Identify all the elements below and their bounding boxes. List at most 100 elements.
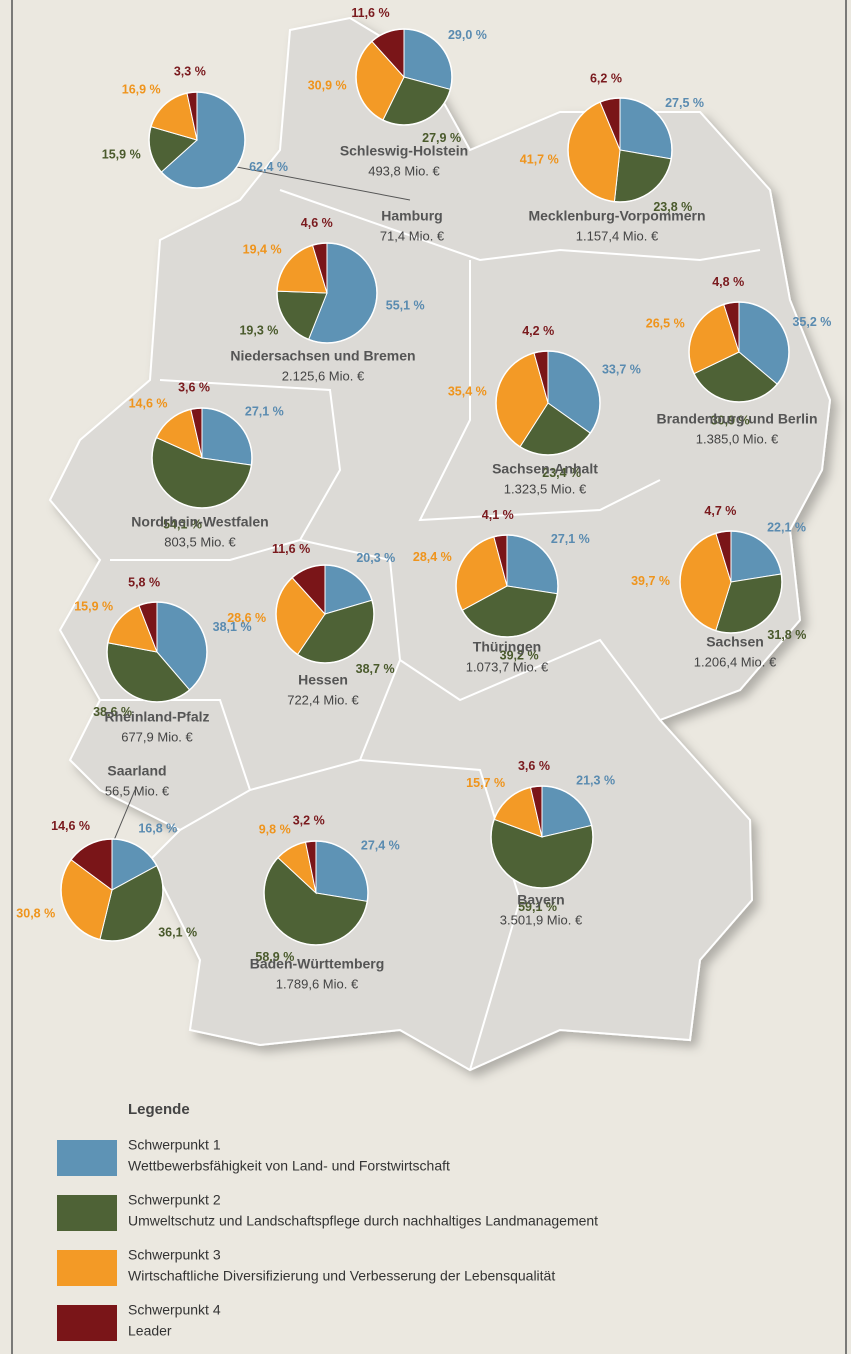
pie-outline (495, 350, 601, 456)
value-label: 14,6 % (51, 819, 90, 833)
legend-name: Schwerpunkt 2 (128, 1192, 221, 1208)
legend-name: Schwerpunkt 1 (128, 1137, 221, 1153)
pie-outline (688, 301, 790, 403)
region-pie: 22,1 % 31,8 % 39,7 % 4,7 % Sachsen 1.206,4 Mi… (631, 504, 806, 669)
region-amount: 2.125,6 Mio. € (282, 368, 365, 383)
pie-outline (60, 838, 164, 942)
value-label: 15,9 % (102, 147, 141, 161)
legend-description: Umweltschutz und Landschaftspflege durch… (128, 1213, 598, 1229)
pie-outline (106, 601, 208, 703)
region-pie: 35,2 % 30,9 % 26,5 % 4,8 % Brandenburg und B… (646, 275, 832, 446)
region-name: Schleswig-Holstein (340, 143, 468, 159)
region-name: Brandenburg und Berlin (657, 411, 818, 427)
legend-swatch (57, 1305, 117, 1341)
legend-description: Leader (128, 1323, 172, 1339)
value-label: 3,6 % (518, 759, 550, 773)
value-label: 3,3 % (174, 65, 206, 79)
value-label: 28,6 % (227, 611, 266, 625)
region-amount: 1.789,6 Mio. € (276, 976, 359, 991)
value-label: 3,6 % (178, 381, 210, 395)
pie-outline (455, 534, 559, 638)
value-label: 19,4 % (243, 243, 282, 257)
value-label: 62,4 % (249, 160, 288, 174)
value-label: 30,9 % (308, 79, 347, 93)
region-name: Hessen (298, 672, 348, 688)
region-pie: 27,1 % 39,2 % 28,4 % 4,1 % Thüringen 1.073,7 … (413, 508, 590, 675)
value-label: 36,1 % (158, 926, 197, 940)
region-pie: 27,4 % 58,9 % 9,8 %3,2 % Baden-Württemberg 1… (250, 814, 400, 992)
value-label: 30,8 % (16, 906, 55, 920)
region-name: Thüringen (473, 639, 541, 655)
region-pie: 27,5 % 23,8 % 41,7 % 6,2 % Mecklenburg-Vorpo… (520, 72, 706, 244)
value-label: 3,2 % (293, 814, 325, 828)
value-label: 14,6 % (129, 396, 168, 410)
value-label: 35,4 % (448, 385, 487, 399)
region-name: Niedersachsen und Bremen (230, 348, 415, 364)
value-label: 29,0 % (448, 28, 487, 42)
value-label: 41,7 % (520, 153, 559, 167)
region-pie: 62,4 % 15,9 % 16,9 % 3,3 % Hamburg 71,4 Mio. … (102, 65, 445, 244)
value-label: 59,1 % (518, 900, 557, 914)
value-label: 28,4 % (413, 550, 452, 564)
region-pie: 16,8 % 36,1 % 30,8 % 14,6 % Saarland 56,5 Mio… (16, 763, 197, 942)
value-label: 11,6 % (272, 542, 310, 556)
pie-outline (276, 242, 378, 344)
region-amount: 722,4 Mio. € (287, 692, 359, 707)
value-label: 39,7 % (631, 574, 670, 588)
value-label: 55,1 % (386, 298, 425, 312)
value-label: 4,7 % (704, 504, 736, 518)
value-label: 31,8 % (767, 628, 806, 642)
region-name: Rheinland-Pfalz (104, 709, 209, 725)
region-amount: 1.385,0 Mio. € (696, 431, 779, 446)
value-label: 4,1 % (482, 508, 514, 522)
legend-description: Wettbewerbsfähigkeit von Land- und Forst… (128, 1158, 450, 1174)
value-label: 16,9 % (122, 83, 161, 97)
value-label: 6,2 % (590, 72, 622, 86)
value-label: 54,1 % (163, 518, 202, 532)
legend: Legende Schwerpunkt 1 Wettbewerbsfähigkeit… (57, 1101, 598, 1341)
region-pie: 33,7 % 23,4 % 35,4 % 4,2 % Sachsen-Anhalt 1.3… (448, 324, 641, 496)
region-name: Mecklenburg-Vorpommern (528, 208, 705, 224)
value-label: 33,7 % (602, 362, 641, 376)
region-amount: 56,5 Mio. € (105, 783, 170, 798)
region-amount: 71,4 Mio. € (380, 228, 445, 243)
region-name: Sachsen (706, 634, 764, 650)
region-pie: 20,3 % 38,7 % 28,6 % 11,6 % Hessen 722,4 Mio.… (227, 542, 395, 708)
value-label: 20,3 % (356, 551, 395, 565)
value-label: 30,9 % (711, 414, 750, 428)
legend-name: Schwerpunkt 4 (128, 1302, 221, 1318)
germany-outline (48, 16, 832, 1072)
value-label: 11,6 % (351, 6, 389, 20)
value-label: 26,5 % (646, 317, 685, 331)
value-label: 9,8 % (259, 823, 291, 837)
value-label: 39,2 % (500, 648, 539, 662)
value-label: 4,8 % (712, 275, 744, 289)
value-label: 4,6 % (301, 216, 333, 230)
pie-outline (263, 840, 369, 946)
legend-swatch (57, 1140, 117, 1176)
region-name: Bayern (517, 892, 564, 908)
value-label: 27,4 % (361, 839, 400, 853)
region-name: Nordrhein-Westfalen (131, 514, 268, 530)
value-label: 38,6 % (93, 705, 132, 719)
legend-description: Wirtschaftliche Diversifizierung und Ver… (128, 1268, 555, 1284)
value-label: 27,1 % (245, 404, 284, 418)
value-label: 23,4 % (542, 466, 581, 480)
legend-name: Schwerpunkt 3 (128, 1247, 221, 1263)
pie-outline (567, 97, 673, 203)
legend-title: Legende (128, 1101, 190, 1118)
value-label: 16,8 % (138, 821, 177, 835)
legend-swatch (57, 1250, 117, 1286)
value-label: 38,7 % (356, 662, 395, 676)
value-label: 27,5 % (665, 96, 704, 110)
region-amount: 1.157,4 Mio. € (576, 228, 659, 243)
value-label: 23,8 % (653, 200, 692, 214)
region-name: Baden-Württemberg (250, 956, 385, 972)
pie-outline (148, 91, 246, 189)
value-label: 5,8 % (128, 575, 160, 589)
region-amount: 1.206,4 Mio. € (694, 654, 777, 669)
value-label: 35,2 % (792, 315, 831, 329)
pie-outline (679, 530, 783, 634)
value-label: 27,9 % (422, 131, 461, 145)
